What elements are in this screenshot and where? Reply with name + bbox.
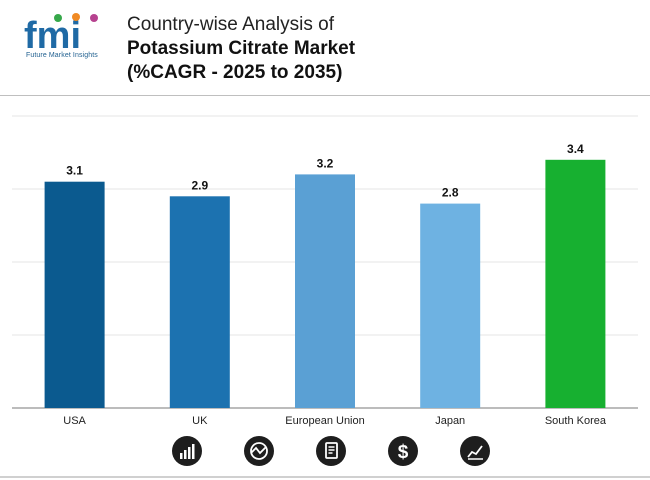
data-label: 2.8 [442,186,459,200]
bottom-divider [0,476,650,478]
data-label: 2.9 [191,178,208,192]
title-line-3: (%CAGR - 2025 to 2035) [127,62,343,83]
x-tick-label: Japan [435,415,465,427]
x-tick-label: USA [63,415,86,427]
title-line-2: Potassium Citrate Market [127,38,356,59]
dollar-icon: $ [388,436,418,466]
bar-japan [420,203,481,408]
x-tick-label: European Union [285,415,365,427]
footer-icons: $ [0,432,650,472]
data-label: 3.1 [66,164,83,178]
bar-growth-icon [172,436,202,466]
logo-text: fmi [24,15,81,57]
logo-dot-green [54,14,62,22]
fmi-logo: fmi [24,13,98,57]
bar-south-korea [545,159,606,408]
title-line-1: Country-wise Analysis of [127,14,334,35]
data-label: 3.4 [567,142,584,156]
trend-line-icon [460,436,490,466]
report-icon [316,436,346,466]
logo-dot-purple [90,14,98,22]
logo-dot-orange [72,13,80,21]
x-tick-label: UK [192,415,208,427]
header-divider [0,95,650,96]
x-tick-label: South Korea [545,415,607,427]
bar-uk [169,196,230,408]
bar-chart: 3.1 USA 2.9 UK 3.2 European Union 2.8 Japan 3.4 S… [12,115,638,427]
bar-european-union [295,174,355,408]
svg-text:$: $ [398,442,409,463]
header: fmi Future Market Insights Country-wise … [0,0,650,96]
bar-usa [44,181,105,408]
chart-cycle-icon [244,436,274,466]
logo-subtext: Future Market Insights [26,52,98,59]
data-label: 3.2 [317,156,334,170]
